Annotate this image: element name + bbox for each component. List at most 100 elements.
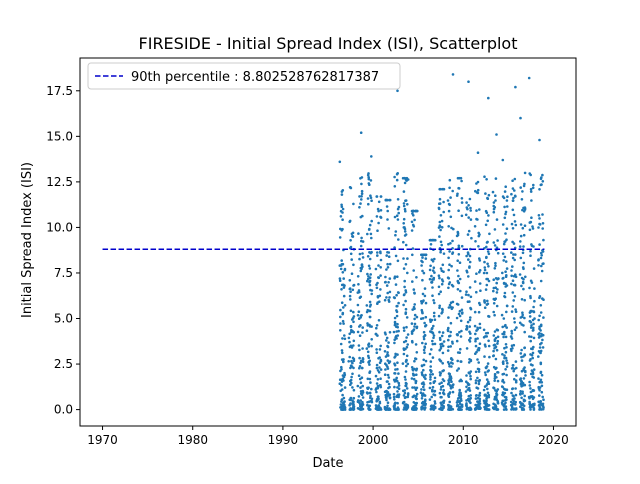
data-point xyxy=(528,359,532,362)
data-point xyxy=(379,274,382,277)
data-point xyxy=(341,319,345,323)
data-point xyxy=(537,214,541,217)
data-point xyxy=(342,283,345,287)
data-point xyxy=(541,173,544,177)
data-point xyxy=(338,277,342,280)
y-tick-label: 7.5 xyxy=(54,266,73,280)
data-point xyxy=(539,256,543,260)
data-point xyxy=(467,399,471,402)
data-point xyxy=(483,266,487,269)
data-point xyxy=(397,205,401,209)
data-point xyxy=(513,321,516,324)
data-point xyxy=(386,404,389,408)
data-point xyxy=(522,184,526,188)
data-point xyxy=(469,206,472,210)
data-point xyxy=(379,258,383,262)
data-point xyxy=(419,391,423,395)
data-point xyxy=(366,232,369,236)
data-point xyxy=(529,372,533,376)
data-point xyxy=(429,264,432,268)
data-point xyxy=(340,301,344,305)
data-point xyxy=(520,323,523,326)
data-point xyxy=(361,331,364,334)
data-point xyxy=(447,306,451,309)
data-point xyxy=(529,408,532,411)
data-point xyxy=(519,405,522,409)
data-point xyxy=(504,335,508,339)
data-point xyxy=(528,395,532,399)
data-point xyxy=(538,223,542,226)
data-point xyxy=(484,332,488,335)
data-point xyxy=(356,407,360,410)
data-point xyxy=(531,370,535,374)
data-point xyxy=(368,363,371,366)
data-point xyxy=(523,171,527,175)
data-point xyxy=(360,182,363,186)
data-point xyxy=(376,229,379,232)
data-point xyxy=(521,381,525,385)
data-point xyxy=(370,399,373,403)
data-point xyxy=(467,394,471,398)
data-point xyxy=(430,258,434,262)
data-point xyxy=(502,408,506,411)
data-point xyxy=(368,377,372,381)
data-point xyxy=(457,394,461,397)
data-point xyxy=(493,377,497,380)
data-point xyxy=(495,218,499,221)
data-point xyxy=(492,241,496,244)
data-point xyxy=(538,295,542,298)
data-point xyxy=(477,348,481,352)
data-point xyxy=(438,225,442,228)
data-point xyxy=(514,387,517,390)
data-point xyxy=(423,375,426,379)
data-point xyxy=(423,321,426,325)
data-point xyxy=(385,336,389,340)
data-point xyxy=(351,372,354,376)
data-point xyxy=(361,256,365,259)
data-point xyxy=(377,264,380,267)
data-point xyxy=(385,254,389,257)
data-point xyxy=(500,401,504,405)
data-point xyxy=(357,344,361,347)
data-point xyxy=(402,348,406,352)
data-point xyxy=(530,310,533,313)
data-point xyxy=(350,232,354,236)
data-point xyxy=(359,386,362,389)
data-point xyxy=(494,367,497,371)
data-point xyxy=(395,304,399,308)
data-point xyxy=(530,353,534,357)
data-point xyxy=(503,330,506,334)
y-tick-label: 10.0 xyxy=(46,220,73,234)
data-point xyxy=(424,359,428,363)
data-point xyxy=(396,367,399,371)
data-point xyxy=(451,342,454,345)
data-point xyxy=(466,251,470,254)
data-point xyxy=(349,324,353,328)
data-point xyxy=(496,342,499,345)
data-point xyxy=(349,239,352,242)
data-point xyxy=(451,239,454,243)
data-point xyxy=(397,301,400,305)
data-point xyxy=(469,316,472,319)
data-point xyxy=(387,361,391,365)
data-point xyxy=(492,310,496,314)
data-point xyxy=(428,386,432,390)
data-point xyxy=(340,288,343,291)
data-point xyxy=(422,348,426,352)
data-point xyxy=(433,376,437,380)
data-point xyxy=(393,276,396,280)
data-point xyxy=(368,325,372,328)
data-point xyxy=(370,387,373,391)
data-point xyxy=(468,265,471,268)
data-point xyxy=(420,264,423,267)
x-tick-label: 2010 xyxy=(448,433,479,447)
data-point xyxy=(369,381,372,384)
data-point xyxy=(531,403,535,406)
data-point xyxy=(420,317,423,321)
data-point xyxy=(501,332,504,336)
data-point xyxy=(393,316,397,320)
data-point xyxy=(404,233,408,236)
data-point xyxy=(484,345,487,348)
data-point xyxy=(375,348,378,351)
data-point xyxy=(486,299,489,303)
